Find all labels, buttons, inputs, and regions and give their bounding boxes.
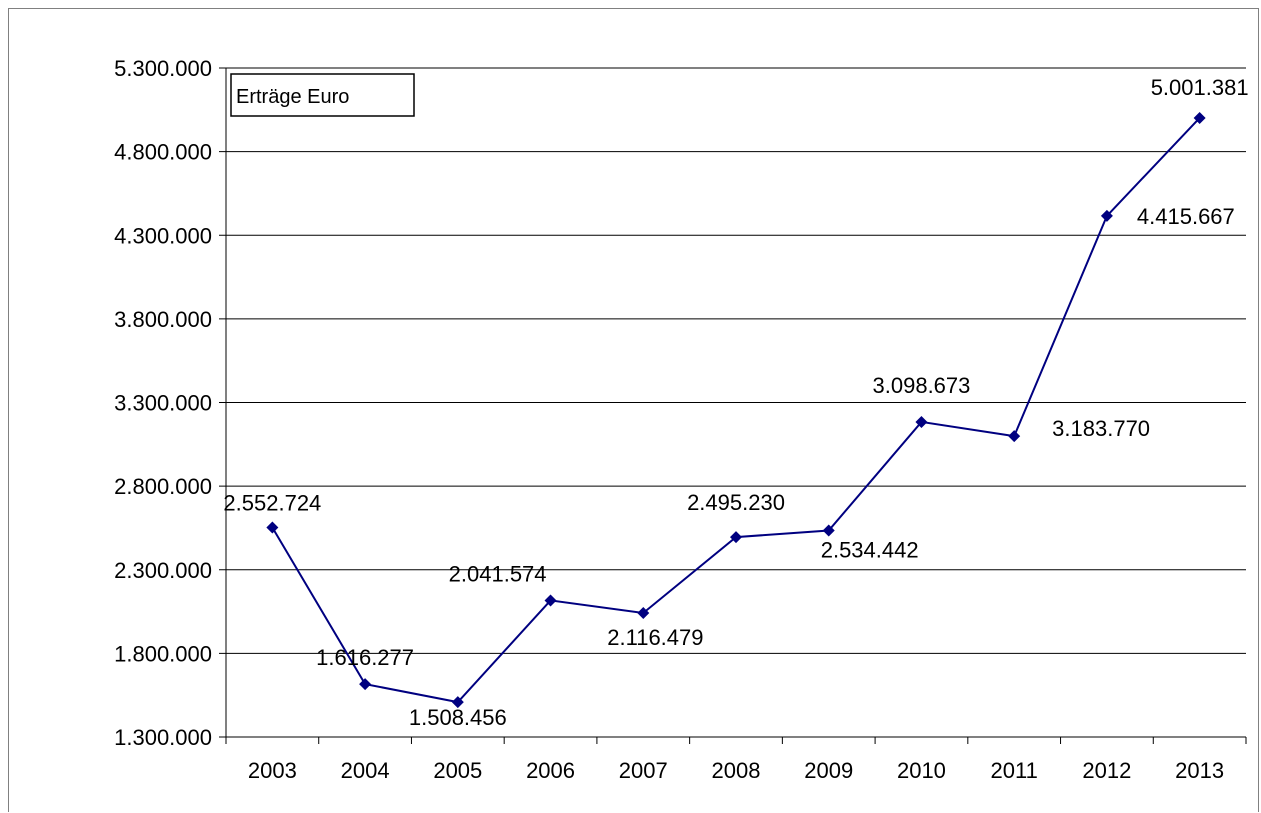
chart-frame <box>8 8 1259 812</box>
y-tick-label: 3.800.000 <box>114 307 212 332</box>
series-line-group <box>266 111 1206 709</box>
x-tick-label: 2010 <box>897 758 946 783</box>
legend: Erträge Euro <box>230 73 415 117</box>
y-tick-label: 5.300.000 <box>114 56 212 81</box>
x-tick-label: 2003 <box>248 758 297 783</box>
x-tick-label: 2007 <box>619 758 668 783</box>
y-tick-label: 4.800.000 <box>114 140 212 165</box>
y-tick-label: 1.300.000 <box>114 725 212 750</box>
axes <box>225 68 1247 744</box>
data-label: 5.001.381 <box>1151 75 1249 100</box>
y-tick-label: 2.300.000 <box>114 558 212 583</box>
data-label: 2.116.479 <box>607 625 703 650</box>
data-label: 4.415.667 <box>1137 204 1235 229</box>
data-label: 3.183.770 <box>1052 416 1150 441</box>
y-tick-labels: 1.300.000 1.800.000 2.300.000 2.800.000 3.30… <box>114 56 212 750</box>
data-point-marker <box>822 524 835 537</box>
data-label: 3.098.673 <box>873 373 971 398</box>
data-label: 2.495.230 <box>687 490 785 515</box>
series-line <box>271 117 1201 704</box>
data-label: 2.534.442 <box>821 538 919 563</box>
data-point-marker <box>1100 209 1113 222</box>
data-label: 2.041.574 <box>449 561 547 586</box>
legend-box <box>230 73 415 117</box>
x-tick-label: 2005 <box>433 758 482 783</box>
x-tick-label: 2006 <box>526 758 575 783</box>
x-tick-label: 2012 <box>1082 758 1131 783</box>
gridlines <box>219 67 1246 738</box>
legend-label: Erträge Euro <box>236 86 349 108</box>
x-tick-label: 2011 <box>991 758 1038 783</box>
data-point-marker <box>451 696 464 709</box>
x-tick-label: 2004 <box>341 758 390 783</box>
data-point-marker <box>1008 430 1021 443</box>
x-tick-label: 2008 <box>712 758 761 783</box>
data-point-marker <box>730 531 742 544</box>
data-point-marker <box>266 521 279 534</box>
y-tick-label: 4.300.000 <box>114 223 212 248</box>
data-point-marker <box>637 606 650 619</box>
y-tick-label: 2.800.000 <box>114 474 212 499</box>
y-tick-label: 3.300.000 <box>114 391 212 416</box>
data-point-marker <box>1193 111 1206 124</box>
x-tick-label: 2009 <box>804 758 853 783</box>
data-label: 1.508.456 <box>409 705 507 730</box>
data-label: 1.616.277 <box>316 645 414 670</box>
data-label: 2.552.724 <box>223 490 321 515</box>
data-point-marker <box>544 594 557 607</box>
y-tick-label: 1.800.000 <box>114 641 212 666</box>
data-labels: 2.552.724 1.616.277 1.508.456 2.041.574 2.11… <box>223 75 1248 730</box>
data-point-marker <box>915 415 928 428</box>
x-tick-labels: 2003 2004 2005 2006 2007 2008 2009 2010 2011 2012… <box>248 758 1224 783</box>
x-tick-label: 2013 <box>1175 758 1224 783</box>
data-point-marker <box>359 678 372 691</box>
